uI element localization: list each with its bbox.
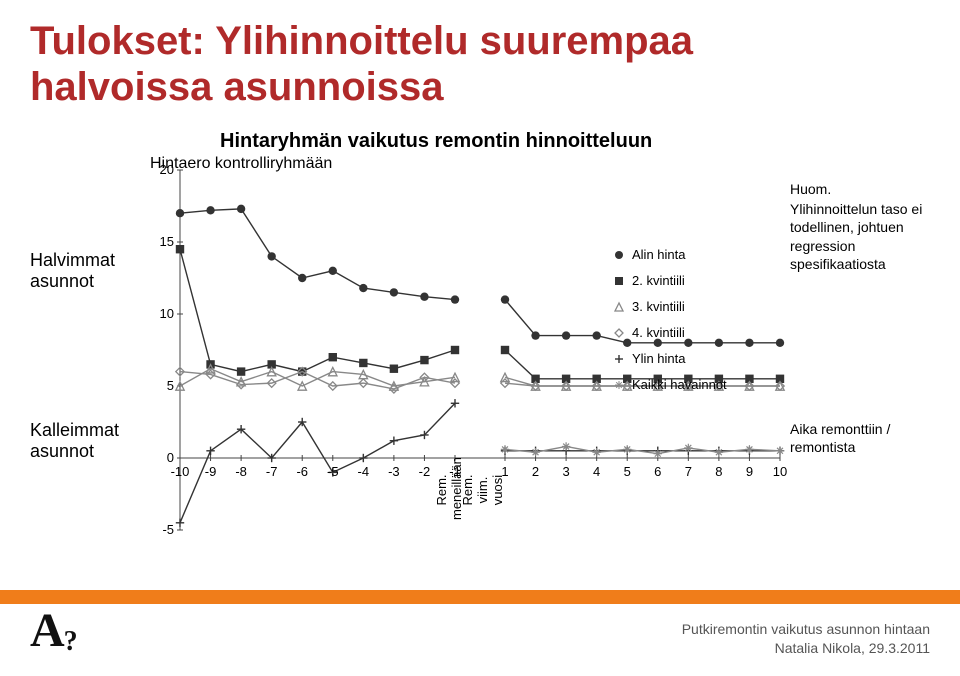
- x-tick-label: -6: [292, 464, 312, 479]
- x-tick-label: 3: [556, 464, 576, 479]
- divider-bar: [0, 590, 960, 604]
- legend-item: 2. kvintiili: [632, 273, 685, 288]
- x-break-label-right: Rem. viim. vuosi: [460, 460, 505, 520]
- legend-item: Ylin hinta: [632, 351, 685, 366]
- legend-item: Kaikki havainnot: [632, 377, 727, 392]
- x-tick-label: -9: [201, 464, 221, 479]
- x-tick-label: 2: [526, 464, 546, 479]
- y-tick-label: 10: [150, 306, 174, 321]
- y-tick-label: 5: [150, 378, 174, 393]
- x-tick-label: 8: [709, 464, 729, 479]
- x-tick-label: -2: [414, 464, 434, 479]
- x-tick-label: 7: [678, 464, 698, 479]
- x-tick-label: 9: [739, 464, 759, 479]
- x-tick-label: -4: [353, 464, 373, 479]
- y-tick-label: 15: [150, 234, 174, 249]
- y-tick-label: 20: [150, 162, 174, 177]
- x-tick-label: 6: [648, 464, 668, 479]
- y-tick-label: 0: [150, 450, 174, 465]
- x-tick-label: -8: [231, 464, 251, 479]
- time-axis-note: Aika remonttiin / remontista: [790, 420, 950, 456]
- legend-item: 4. kvintiili: [632, 325, 685, 340]
- x-tick-label: 4: [587, 464, 607, 479]
- x-tick-label: 10: [770, 464, 790, 479]
- x-tick-label: -3: [384, 464, 404, 479]
- note-box: Huom. Ylihinnoittelun taso ei todellinen…: [790, 180, 950, 273]
- slide-footer: Putkiremontin vaikutus asunnon hintaan N…: [682, 620, 930, 658]
- x-tick-label: -5: [323, 464, 343, 479]
- logo-aalto: A?: [30, 603, 77, 658]
- y-tick-label: -5: [150, 522, 174, 537]
- x-tick-label: -7: [262, 464, 282, 479]
- legend-item: Alin hinta: [632, 247, 685, 262]
- x-tick-label: 5: [617, 464, 637, 479]
- legend-item: 3. kvintiili: [632, 299, 685, 314]
- x-tick-label: -10: [170, 464, 190, 479]
